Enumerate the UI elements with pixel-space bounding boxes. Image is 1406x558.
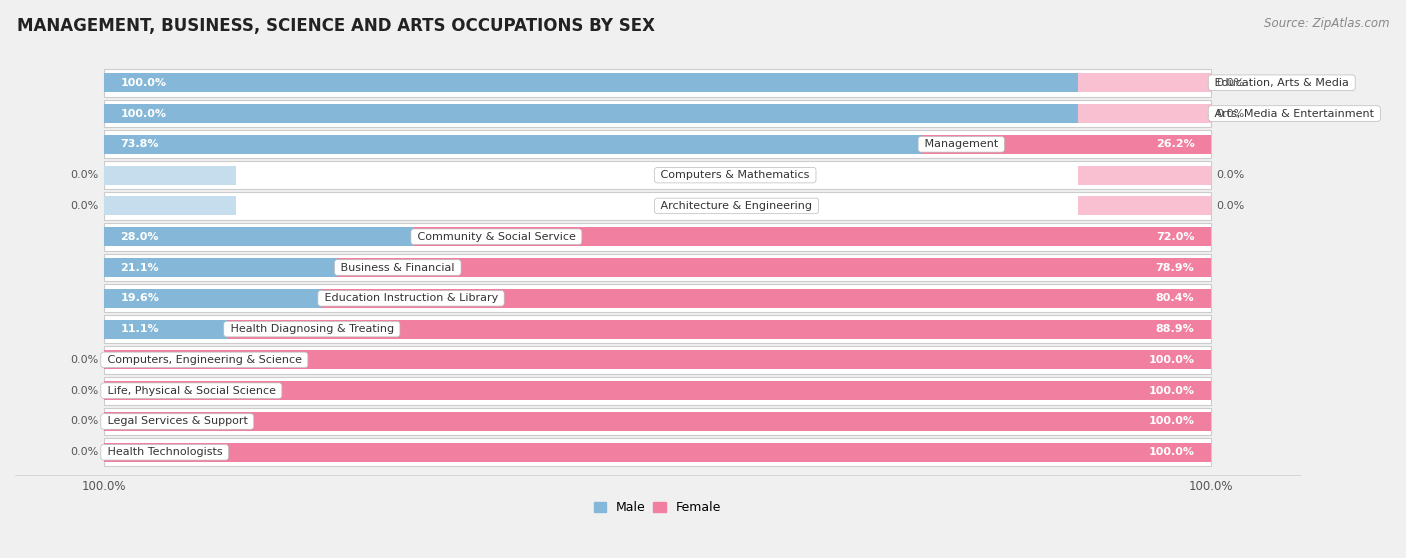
Bar: [337, 258, 1211, 277]
Bar: [104, 288, 321, 308]
Bar: [104, 285, 1211, 312]
Legend: Male, Female: Male, Female: [589, 496, 725, 519]
Text: 100.0%: 100.0%: [1149, 386, 1195, 396]
Text: 88.9%: 88.9%: [1156, 324, 1195, 334]
Bar: [104, 350, 236, 369]
Bar: [104, 166, 236, 185]
Bar: [104, 227, 413, 246]
Text: 0.0%: 0.0%: [1216, 201, 1244, 211]
Text: 100.0%: 100.0%: [1149, 448, 1195, 457]
Bar: [104, 442, 1211, 462]
Text: MANAGEMENT, BUSINESS, SCIENCE AND ARTS OCCUPATIONS BY SEX: MANAGEMENT, BUSINESS, SCIENCE AND ARTS O…: [17, 17, 655, 35]
Bar: [104, 408, 1211, 435]
Text: 100.0%: 100.0%: [120, 109, 166, 118]
Bar: [921, 135, 1211, 154]
Text: 0.0%: 0.0%: [70, 170, 98, 180]
Bar: [104, 439, 1211, 466]
Bar: [104, 196, 236, 215]
Text: 72.0%: 72.0%: [1156, 232, 1195, 242]
Bar: [1078, 166, 1211, 185]
Text: 100.0%: 100.0%: [1149, 355, 1195, 365]
Bar: [104, 223, 1211, 251]
Bar: [104, 320, 226, 339]
Text: 0.0%: 0.0%: [70, 201, 98, 211]
Bar: [321, 288, 1211, 308]
Bar: [104, 377, 1211, 405]
Bar: [104, 350, 1211, 369]
Bar: [104, 69, 1211, 97]
Bar: [104, 381, 1211, 400]
Bar: [104, 346, 1211, 374]
Text: 0.0%: 0.0%: [70, 386, 98, 396]
Text: Arts, Media & Entertainment: Arts, Media & Entertainment: [1211, 109, 1378, 118]
Bar: [104, 412, 236, 431]
Text: 0.0%: 0.0%: [70, 448, 98, 457]
Text: Management: Management: [921, 140, 1001, 150]
Text: 73.8%: 73.8%: [120, 140, 159, 150]
Text: 21.1%: 21.1%: [120, 262, 159, 272]
Text: 26.2%: 26.2%: [1156, 140, 1195, 150]
Bar: [104, 258, 337, 277]
Bar: [104, 315, 1211, 343]
Text: 19.6%: 19.6%: [120, 294, 159, 304]
Text: Legal Services & Support: Legal Services & Support: [104, 416, 252, 426]
Bar: [104, 135, 921, 154]
Text: 78.9%: 78.9%: [1156, 262, 1195, 272]
Text: Health Diagnosing & Treating: Health Diagnosing & Treating: [226, 324, 396, 334]
Bar: [1078, 104, 1211, 123]
Bar: [104, 73, 1211, 92]
Text: 0.0%: 0.0%: [1216, 78, 1244, 88]
Text: 80.4%: 80.4%: [1156, 294, 1195, 304]
Text: Computers, Engineering & Science: Computers, Engineering & Science: [104, 355, 305, 365]
Bar: [104, 412, 1211, 431]
Text: 100.0%: 100.0%: [1149, 416, 1195, 426]
Text: 28.0%: 28.0%: [120, 232, 159, 242]
Text: 0.0%: 0.0%: [70, 355, 98, 365]
Text: Education, Arts & Media: Education, Arts & Media: [1211, 78, 1353, 88]
Bar: [226, 320, 1211, 339]
Bar: [104, 161, 1211, 189]
Text: Education Instruction & Library: Education Instruction & Library: [321, 294, 502, 304]
Text: 0.0%: 0.0%: [1216, 170, 1244, 180]
Text: 100.0%: 100.0%: [120, 78, 166, 88]
Bar: [413, 227, 1211, 246]
Text: Computers & Mathematics: Computers & Mathematics: [658, 170, 813, 180]
Bar: [1078, 196, 1211, 215]
Text: Community & Social Service: Community & Social Service: [413, 232, 579, 242]
Text: Architecture & Engineering: Architecture & Engineering: [658, 201, 815, 211]
Text: 11.1%: 11.1%: [120, 324, 159, 334]
Text: Life, Physical & Social Science: Life, Physical & Social Science: [104, 386, 280, 396]
Bar: [104, 381, 236, 400]
Bar: [1078, 73, 1211, 92]
Text: Source: ZipAtlas.com: Source: ZipAtlas.com: [1264, 17, 1389, 30]
Bar: [104, 100, 1211, 127]
Text: 0.0%: 0.0%: [1216, 109, 1244, 118]
Text: Business & Financial: Business & Financial: [337, 262, 458, 272]
Bar: [104, 442, 236, 462]
Bar: [104, 192, 1211, 220]
Bar: [104, 131, 1211, 158]
Bar: [104, 254, 1211, 281]
Text: 0.0%: 0.0%: [70, 416, 98, 426]
Text: Health Technologists: Health Technologists: [104, 448, 226, 457]
Bar: [104, 104, 1211, 123]
